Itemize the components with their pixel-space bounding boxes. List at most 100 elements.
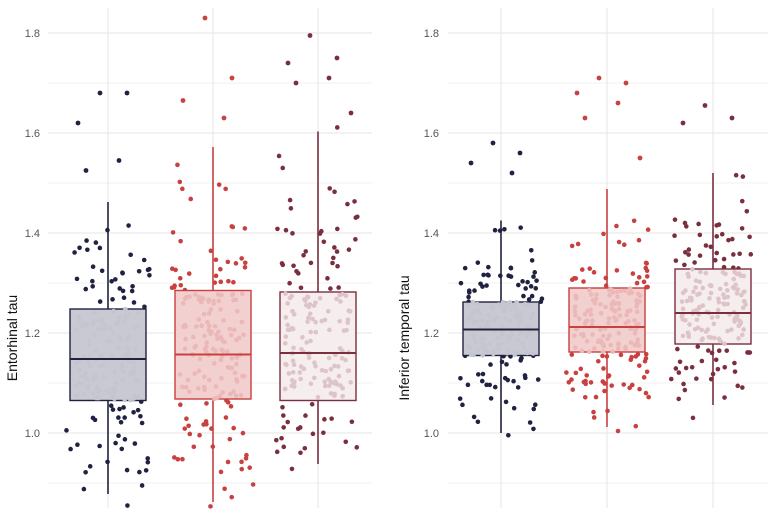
data-point <box>525 279 530 285</box>
data-point <box>513 307 519 312</box>
data-point <box>616 306 622 312</box>
data-point <box>480 353 486 358</box>
data-point <box>135 378 141 384</box>
data-point <box>287 197 293 203</box>
data-point <box>215 336 220 341</box>
data-point <box>621 382 627 387</box>
data-point <box>690 266 695 272</box>
data-point <box>739 226 745 231</box>
data-point <box>87 354 93 359</box>
data-point <box>475 301 480 307</box>
data-point <box>221 318 226 323</box>
data-point <box>345 317 351 323</box>
data-point <box>680 306 686 312</box>
data-point <box>225 259 231 265</box>
outlier-point <box>615 100 621 106</box>
data-point <box>683 317 688 323</box>
data-point <box>515 323 521 329</box>
data-point <box>606 316 612 321</box>
data-point <box>337 319 342 324</box>
data-point <box>524 350 530 356</box>
data-point <box>191 444 197 450</box>
data-point <box>120 362 125 367</box>
data-point <box>119 365 125 371</box>
data-point <box>218 266 223 272</box>
data-point <box>740 174 746 179</box>
data-point <box>681 381 686 387</box>
data-point <box>645 227 651 232</box>
data-point <box>170 230 176 235</box>
data-point <box>145 456 151 461</box>
data-point <box>230 224 236 230</box>
data-point <box>687 322 692 327</box>
data-point <box>312 360 317 366</box>
data-point <box>334 296 339 302</box>
data-point <box>690 415 696 421</box>
data-point <box>518 225 523 230</box>
data-point <box>98 363 103 369</box>
data-point <box>285 419 291 425</box>
data-point <box>697 253 703 258</box>
data-point <box>343 439 349 445</box>
data-point <box>703 243 709 248</box>
data-point <box>480 371 486 377</box>
data-point <box>130 283 135 289</box>
data-point <box>573 276 579 281</box>
data-point <box>107 325 113 331</box>
data-point <box>643 265 649 271</box>
data-point <box>129 288 135 294</box>
data-point <box>344 327 349 333</box>
data-point <box>588 380 594 385</box>
data-point <box>569 243 575 249</box>
data-point <box>730 236 735 242</box>
data-point <box>98 353 103 359</box>
data-point <box>302 445 308 451</box>
data-point <box>202 387 207 393</box>
data-point <box>345 201 350 207</box>
data-point <box>680 290 686 296</box>
data-point <box>319 318 325 324</box>
data-point <box>118 337 124 342</box>
data-point <box>322 379 328 385</box>
y-tick-label: 1.6 <box>424 128 439 140</box>
data-point <box>313 320 318 325</box>
data-point <box>506 432 511 438</box>
data-point <box>501 309 507 314</box>
data-point <box>698 269 703 275</box>
data-point <box>102 326 107 332</box>
data-point <box>469 316 475 321</box>
outlier-point <box>334 55 340 61</box>
data-point <box>335 364 341 369</box>
data-point <box>233 393 239 399</box>
data-point <box>630 271 636 276</box>
data-point <box>186 271 192 276</box>
data-point <box>202 333 207 339</box>
data-point <box>643 356 649 361</box>
data-point <box>74 392 80 398</box>
data-point <box>242 265 248 270</box>
data-point <box>617 313 623 318</box>
data-point <box>673 366 679 371</box>
data-point <box>601 366 606 371</box>
data-point <box>77 359 83 364</box>
data-point <box>538 299 544 305</box>
data-point <box>575 241 581 247</box>
data-point <box>186 423 191 429</box>
data-point <box>338 299 343 304</box>
data-point <box>297 425 303 430</box>
data-point <box>139 420 145 426</box>
data-point <box>534 278 539 283</box>
data-point <box>747 234 752 240</box>
data-point <box>606 320 611 326</box>
data-point <box>223 186 228 192</box>
data-point <box>185 377 191 383</box>
data-point <box>102 323 108 329</box>
data-point <box>112 396 117 402</box>
data-point <box>77 367 82 372</box>
outlier-point <box>75 120 81 126</box>
data-point <box>593 394 599 400</box>
data-point <box>591 415 597 420</box>
outlier-point <box>729 115 735 121</box>
